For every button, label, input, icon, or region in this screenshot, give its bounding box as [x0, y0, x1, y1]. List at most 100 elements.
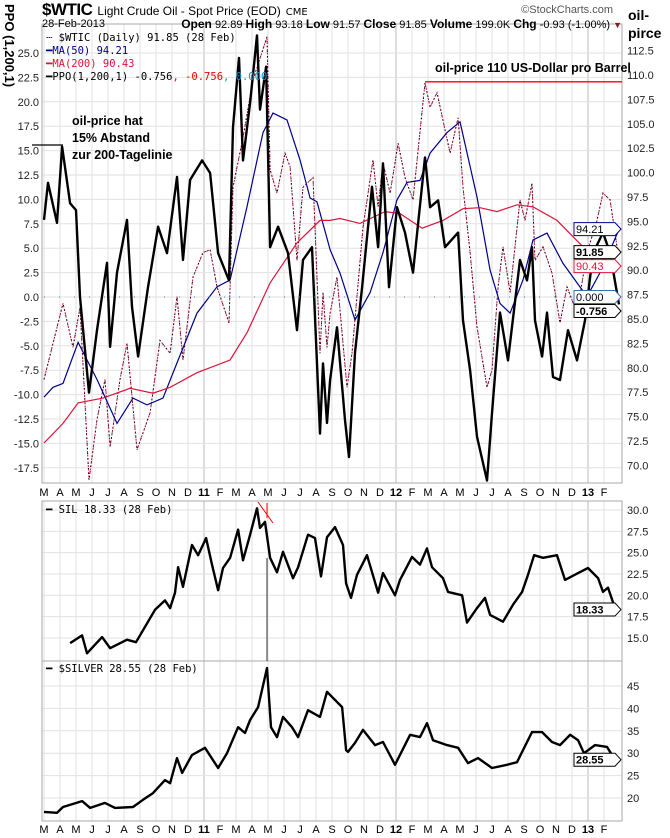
line-icon: ━: [46, 504, 53, 516]
x-tick-label: F: [409, 824, 416, 836]
x-tick-label: A: [440, 487, 448, 499]
x-tick-label: J: [489, 487, 495, 499]
silver-legend: ━ $SILVER 28.55 (28 Feb): [46, 663, 198, 676]
x-tick-label: J: [297, 824, 303, 836]
right-tick-label: 25.0: [627, 548, 648, 560]
x-tick-label: A: [312, 824, 320, 836]
right-tick-label: 35: [627, 726, 639, 738]
x-tick-label: A: [312, 487, 320, 499]
x-tick-label: F: [409, 487, 416, 499]
low-label: Low: [305, 17, 330, 31]
right-tick-label: 70.0: [627, 460, 648, 472]
x-tick-label: 13: [582, 824, 594, 836]
right-tick-label: 105.0: [627, 119, 655, 131]
x-tick-label: J: [473, 824, 479, 836]
x-tick-label: F: [601, 487, 608, 499]
line-icon: ━: [46, 663, 53, 675]
dotted-line-icon: ┄: [46, 32, 53, 44]
left-tick-label: 2.5: [24, 268, 39, 280]
annotation-sil-trendline: [257, 501, 274, 524]
tag-value: -0.756: [576, 306, 607, 318]
left-tick-label: 15.0: [18, 146, 39, 158]
left-tick-label: -5.0: [20, 341, 39, 353]
tag-value: 28.55: [576, 755, 604, 767]
x-tick-label: A: [120, 824, 128, 836]
close-label: Close: [363, 17, 397, 31]
series-ma-50-: [43, 112, 620, 425]
left-tick-label: 20.0: [18, 97, 39, 109]
right-tick-label: 15.0: [627, 633, 648, 645]
series--silver: [43, 666, 619, 814]
x-tick-label: D: [376, 487, 384, 499]
close-value: 91.85: [399, 19, 427, 31]
title-bar: $WTIC Light Crude Oil - Spot Price (EOD)…: [42, 1, 308, 21]
chg-value: -0.93 (-1.00%): [539, 19, 611, 31]
last-value-tag: 0.000: [573, 290, 622, 304]
x-tick-label: M: [231, 487, 240, 499]
right-tick-label: 82.5: [627, 338, 648, 350]
annotation-line: 15% Abstand: [72, 131, 151, 145]
tag-value: 90.43: [576, 261, 604, 273]
series-ma-200-: [43, 204, 620, 444]
tag-box: [573, 245, 622, 260]
left-tick-label: 17.5: [18, 121, 39, 133]
x-tick-label: O: [344, 487, 353, 499]
right-tick-label: 20: [627, 793, 639, 805]
x-tick-label: S: [520, 487, 527, 499]
annotation-15pct: oil-price hat 15% Abstand zur 200-Tageli…: [72, 113, 173, 164]
right-tick-label: 87.5: [627, 290, 648, 302]
tag-value: 94.21: [576, 224, 604, 236]
high-value: 93.18: [275, 19, 303, 31]
x-tick-label: M: [263, 824, 272, 836]
quote-date: 28-Feb-2013: [42, 18, 105, 30]
exchange: CME: [285, 7, 308, 18]
legend-ma200-label: MA(200) 90.43: [52, 58, 135, 70]
right-tick-label: 77.5: [627, 387, 648, 399]
sil-legend: ━ SIL 18.33 (28 Feb): [46, 504, 172, 517]
x-tick-label: F: [217, 824, 224, 836]
x-tick-label: J: [473, 487, 479, 499]
x-tick-label: J: [105, 824, 111, 836]
panel-0: 112.5 110.0 107.5 105.0 102.5 100.0 97.5 95.0 92…: [14, 23, 655, 484]
right-tick-label: 25: [627, 771, 639, 783]
copyright: ©StockCharts.com: [521, 4, 613, 16]
x-tick-label: S: [328, 487, 335, 499]
x-tick-label: O: [536, 824, 545, 836]
legend-ma200: ━MA(200) 90.43: [46, 58, 267, 71]
tag-value: 18.33: [576, 605, 604, 617]
right-tick-label: 95.0: [627, 216, 648, 228]
left-axis-title: PPO (1,200,1): [2, 4, 17, 88]
x-tick-label: M: [39, 487, 48, 499]
legend-ma50: ━MA(50) 94.21: [46, 45, 267, 58]
quote-summary: Open 92.89 High 93.18 Low 91.57 Close 91…: [181, 18, 622, 31]
series--wtic-daily--dots: [43, 36, 620, 481]
x-tick-label: A: [248, 487, 256, 499]
x-tick-label: A: [56, 487, 64, 499]
x-tick-label: 12: [390, 824, 402, 836]
x-tick-label: F: [601, 824, 608, 836]
x-tick-label: S: [136, 487, 143, 499]
x-tick-label: N: [552, 487, 560, 499]
x-tick-label: D: [568, 824, 576, 836]
x-tick-label: M: [455, 824, 464, 836]
x-tick-label: N: [168, 824, 176, 836]
legend-ppo-label: PPO(1,200,1) -0.756: [52, 71, 173, 83]
tag-box: [573, 290, 622, 304]
sil-legend-label: SIL 18.33 (28 Feb): [58, 504, 173, 516]
tag-box: [573, 602, 622, 617]
panel-border: [41, 660, 623, 822]
panel-1: 30.0 27.5 25.0 22.5 20.0 17.5 15.0 18.33: [41, 500, 648, 662]
x-tick-label: A: [504, 824, 512, 836]
right-tick-label: 30: [627, 748, 639, 760]
right-tick-label: 30.0: [627, 505, 648, 517]
low-value: 91.57: [332, 19, 361, 31]
right-tick-label: 17.5: [627, 612, 648, 624]
x-tick-label: N: [552, 824, 560, 836]
last-value-tag: 94.21: [573, 222, 622, 236]
legend-ma50-label: MA(50) 94.21: [52, 45, 129, 57]
x-tick-label: O: [344, 824, 353, 836]
symbol-description: Light Crude Oil - Spot Price (EOD): [97, 4, 281, 18]
x-tick-label: M: [263, 487, 272, 499]
x-tick-label: M: [423, 824, 432, 836]
right-tick-label: 40: [627, 703, 639, 715]
